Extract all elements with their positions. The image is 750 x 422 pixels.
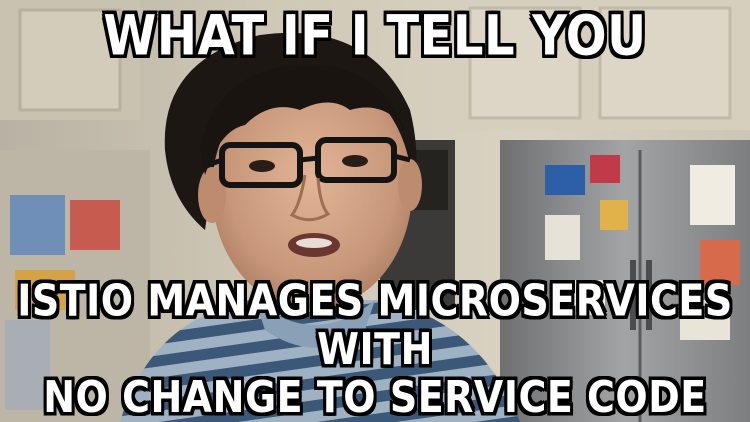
top-caption: WHAT IF I TELL YOU [103, 3, 647, 69]
bottom-caption-line-1: ISTIO MANAGES MICROSERVICES WITH [17, 274, 733, 374]
bottom-caption: ISTIO MANAGES MICROSERVICES WITH NO CHAN… [0, 274, 750, 422]
bottom-caption-line-2: NO CHANGE TO SERVICE CODE [43, 371, 707, 422]
